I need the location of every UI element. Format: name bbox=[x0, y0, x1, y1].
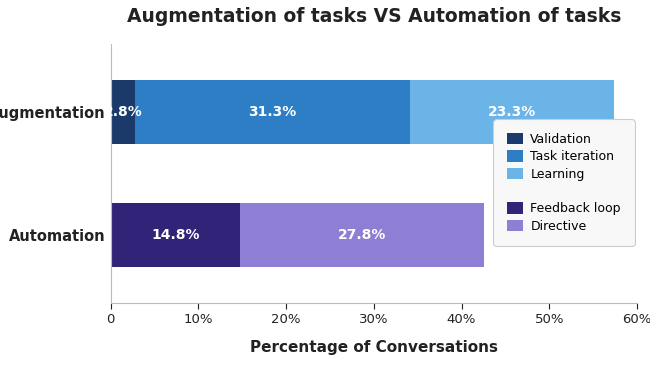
Text: 31.3%: 31.3% bbox=[248, 105, 296, 119]
Bar bbox=[135, 80, 410, 144]
Text: 14.8%: 14.8% bbox=[151, 228, 200, 242]
Legend: Validation, Task iteration, Learning,  , Feedback loop, Directive: Validation, Task iteration, Learning, , … bbox=[497, 123, 630, 243]
Bar bbox=[111, 203, 240, 267]
Text: 2.8%: 2.8% bbox=[103, 105, 142, 119]
Bar bbox=[240, 203, 484, 267]
Title: Augmentation of tasks VS Automation of tasks: Augmentation of tasks VS Automation of t… bbox=[127, 7, 621, 26]
Bar bbox=[410, 80, 614, 144]
Bar bbox=[111, 80, 135, 144]
Text: 23.3%: 23.3% bbox=[488, 105, 536, 119]
Text: 27.8%: 27.8% bbox=[338, 228, 387, 242]
X-axis label: Percentage of Conversations: Percentage of Conversations bbox=[250, 340, 498, 355]
